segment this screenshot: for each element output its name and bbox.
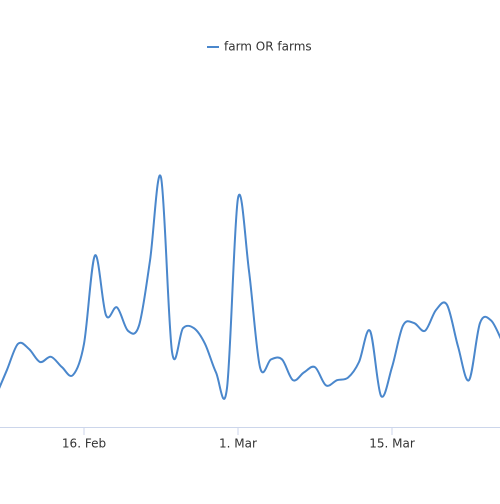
x-tick-label: 16. Feb [62, 437, 106, 451]
x-tick-label: 15. Mar [369, 437, 415, 451]
series-line [0, 174, 500, 400]
legend-label: farm OR farms [224, 40, 312, 54]
x-tick-label: 1. Mar [219, 437, 257, 451]
legend[interactable]: farm OR farms [207, 40, 312, 54]
